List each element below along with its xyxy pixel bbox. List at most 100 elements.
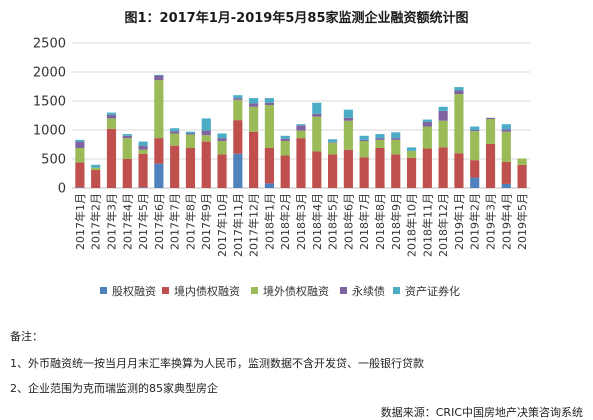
bar-segment [454, 87, 464, 91]
bar-segment [438, 147, 448, 188]
bar-segment [391, 132, 401, 139]
bar-segment [264, 98, 274, 103]
x-tick-label: 2018年2月 [278, 193, 292, 250]
x-tick-label: 2017年3月 [104, 193, 118, 250]
x-tick-label: 2019年4月 [499, 193, 513, 250]
bar-segment [454, 90, 464, 95]
bar-segment [328, 154, 338, 188]
x-tick-label: 2017年4月 [120, 193, 134, 250]
note-item-1: 1、外币融资统一按当月月末汇率换算为人民币，监测数据不含开发贷、一般银行贷款 [10, 357, 424, 370]
x-tick-label: 2018年9月 [389, 193, 403, 250]
bar-segment [359, 135, 369, 140]
bar-segment [138, 145, 148, 150]
bar-segment [91, 167, 101, 171]
bar-segment [454, 153, 464, 188]
bar-segment [233, 153, 243, 188]
bar-segment [185, 133, 196, 135]
bar-segment [138, 153, 148, 188]
bar-segment [438, 106, 448, 111]
y-tick-label: 2500 [33, 37, 66, 52]
bar-segment [138, 149, 148, 154]
bar-segment [217, 141, 227, 155]
bar-segment [138, 141, 148, 146]
bar-segment [154, 75, 164, 81]
bar-segment [280, 141, 290, 156]
bar-segment [170, 133, 180, 146]
bar-segment [233, 98, 243, 100]
bar-segment [75, 187, 85, 188]
y-tick-label: 1500 [33, 95, 66, 110]
bar-segment [312, 113, 322, 117]
x-tick-label: 2018年6月 [341, 193, 355, 250]
legend-label: 境外债权融资 [263, 284, 329, 298]
y-tick-label: 0 [58, 182, 66, 197]
x-tick-label: 2019年1月 [452, 193, 466, 250]
bar-segment [391, 139, 401, 155]
bar-segment [122, 138, 132, 159]
bar-segment [343, 120, 353, 150]
bar-segment [264, 183, 274, 188]
bar-segment [280, 155, 290, 188]
bar-segment [470, 177, 480, 188]
y-tick-label: 500 [41, 153, 66, 168]
bar-segment [501, 183, 511, 188]
bar-segment [328, 142, 338, 143]
bar-segment [517, 158, 527, 165]
bar-segment [75, 147, 85, 163]
bar-segment [154, 138, 164, 164]
bar-segment [249, 131, 259, 188]
bar-segment [485, 118, 496, 144]
x-axis: 2017年1月 2017年2月 2017年3月 2017年4月 2017年5月 2017年… [73, 193, 529, 257]
bar-segment [438, 110, 448, 121]
legend: 股权融资 境内债权融资 境外债权融资 永续债 资产证券化 [100, 284, 460, 298]
x-tick-label: 2017年10月 [215, 193, 229, 257]
x-tick-label: 2018年10月 [405, 193, 419, 257]
bar-segment [233, 95, 243, 99]
bar-segment [359, 157, 369, 188]
bar-segment [201, 118, 211, 131]
bar-segment [106, 112, 117, 115]
bar-segment [422, 119, 432, 122]
bar-segment [359, 141, 369, 158]
bar-segment [422, 126, 432, 149]
bar-segment [75, 162, 85, 188]
bar-segment [264, 102, 274, 106]
bar-segment [185, 131, 196, 134]
bar-segment [391, 138, 401, 140]
x-tick-label: 2017年9月 [199, 193, 213, 250]
bar-segment [91, 170, 101, 188]
x-tick-label: 2017年12月 [247, 193, 261, 257]
bar-segment [75, 139, 85, 142]
bar-segment [264, 105, 274, 148]
bar-segment [312, 151, 322, 188]
x-tick-label: 2017年5月 [136, 193, 150, 250]
legend-label: 股权融资 [112, 285, 156, 298]
bar-segment [217, 133, 227, 139]
x-tick-label: 2018年5月 [326, 193, 340, 250]
bar-segment [233, 99, 243, 121]
bar-segment [217, 154, 227, 188]
x-tick-label: 2018年7月 [357, 193, 371, 250]
bar-segment [375, 139, 385, 148]
bar-segment [422, 148, 432, 188]
bar-segment [343, 117, 353, 121]
bar-segment [359, 139, 369, 142]
bar-segment [91, 164, 101, 168]
bar-segment [312, 102, 322, 114]
bar-segment [406, 150, 417, 158]
bar-segment [375, 147, 385, 188]
bar-segment [233, 120, 243, 154]
bar-segment [201, 141, 211, 188]
bar-segment [406, 147, 417, 151]
x-tick-label: 2018年4月 [310, 193, 324, 250]
x-tick-label: 2017年11月 [231, 193, 245, 257]
y-tick-label: 2000 [33, 66, 66, 81]
bars [75, 74, 527, 188]
x-tick-label: 2018年11月 [420, 193, 434, 257]
bar-segment [375, 134, 385, 139]
bar-segment [454, 94, 464, 154]
bar-segment [470, 160, 480, 178]
data-source: 数据来源：CRIC中国房地产决策咨询系统 [380, 406, 583, 419]
bar-segment [312, 116, 322, 152]
